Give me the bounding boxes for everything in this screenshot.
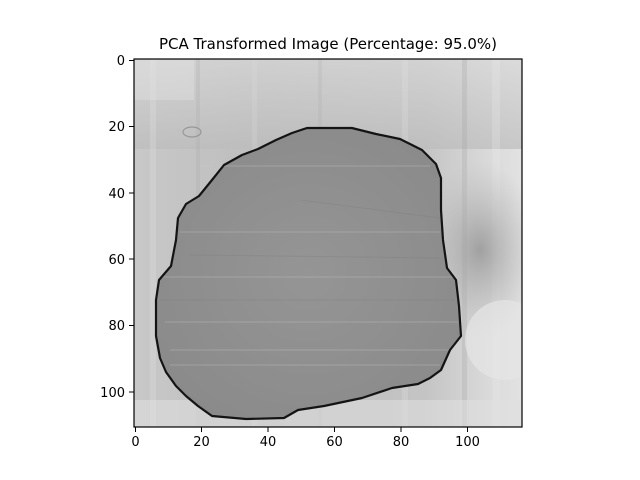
pca-image <box>134 59 522 427</box>
x-tick-label: 100 <box>455 435 480 450</box>
x-tick-label: 80 <box>393 435 410 450</box>
y-tick-label: 40 <box>108 187 125 202</box>
x-tick-label: 0 <box>131 435 139 450</box>
y-tick-label: 60 <box>108 253 125 268</box>
y-tick-label: 0 <box>117 54 125 69</box>
y-axis <box>129 60 134 393</box>
x-tick-label: 60 <box>326 435 343 450</box>
y-tick-label: 20 <box>108 120 125 135</box>
x-axis <box>135 427 468 432</box>
y-tick-label: 80 <box>108 319 125 334</box>
x-tick-label: 40 <box>260 435 277 450</box>
region-outline <box>154 126 463 421</box>
axes-frame <box>133 58 523 428</box>
x-tick-label: 20 <box>193 435 210 450</box>
chart-title: PCA Transformed Image (Percentage: 95.0%… <box>159 35 497 53</box>
region-fill <box>156 128 461 419</box>
y-tick-label: 100 <box>100 386 125 401</box>
